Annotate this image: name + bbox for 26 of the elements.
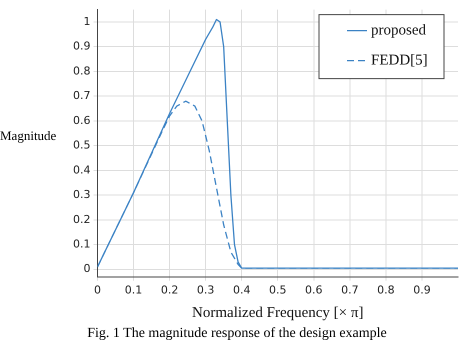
x-tick-label: 0.2	[160, 283, 178, 296]
x-axis-title: Normalized Frequency [× π]	[192, 304, 364, 321]
y-tick-label: 0.3	[72, 188, 90, 202]
y-tick-label: 0	[83, 262, 90, 276]
y-axis-title: Magnitude	[0, 128, 56, 144]
y-tick-label: 1	[83, 14, 90, 28]
x-tick-label: 0.7	[341, 283, 359, 296]
legend-label: proposed	[371, 22, 426, 39]
x-tick-label: 0.9	[413, 283, 431, 296]
x-tick-label: 0	[94, 283, 101, 296]
caption: Fig. 1 The magnitude response of the design example	[86, 326, 388, 342]
y-tick-label: 0.9	[72, 40, 90, 53]
x-tick-label: 0.6	[305, 283, 323, 296]
y-tick-label: 0.6	[72, 114, 90, 127]
x-tick-label: 0.3	[196, 283, 214, 296]
y-tick-label: 0.1	[72, 237, 90, 250]
x-tick-label: 0.4	[232, 283, 250, 296]
y-tick-label: 0.8	[72, 64, 90, 78]
legend-label: FEDD[5]	[371, 52, 428, 69]
x-tick-label: 0.5	[268, 283, 286, 296]
y-tick-label: 0.4	[72, 163, 90, 176]
y-tick-label: 0.5	[72, 138, 90, 152]
y-tick-label: 0.2	[72, 212, 90, 226]
x-tick-label: 0.1	[124, 283, 142, 296]
x-tick-label: 0.8	[377, 283, 395, 296]
y-tick-label: 0.7	[72, 89, 90, 102]
